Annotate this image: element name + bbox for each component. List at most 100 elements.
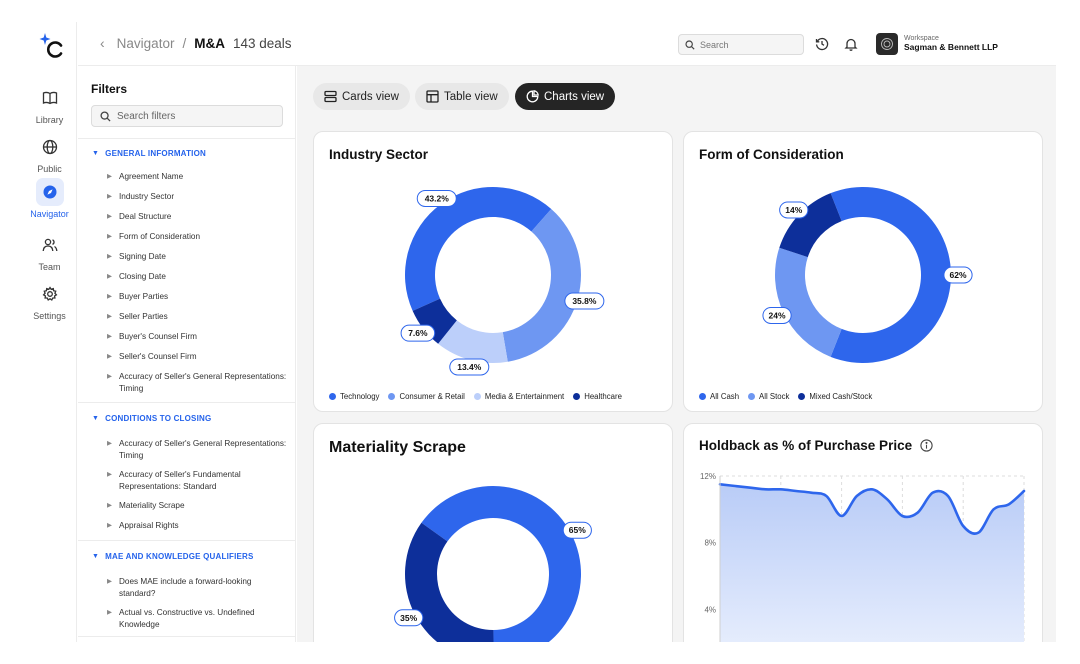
- legend-label: Technology: [340, 392, 380, 401]
- filter-item[interactable]: ▶ Signing Date: [107, 251, 287, 263]
- donut-slice[interactable]: [421, 486, 581, 642]
- filter-section-general: ▼ GENERAL INFORMATION ▶ Agreement Name ▶ I…: [78, 138, 295, 402]
- legend-label: Media & Entertainment: [484, 392, 565, 401]
- legend-label: All Cash: [710, 392, 740, 401]
- breadcrumb-parent-link[interactable]: Navigator: [116, 35, 175, 51]
- slice-data-label: 13.4%: [449, 358, 490, 376]
- rail-label: Team: [38, 262, 61, 272]
- svg-text:13.4%: 13.4%: [457, 362, 482, 372]
- legend-item[interactable]: Mixed Cash/Stock: [798, 392, 872, 401]
- app-window: Library Public Navigator Team Settings: [22, 22, 1056, 642]
- donut-slice[interactable]: [438, 320, 508, 363]
- rail-item-public[interactable]: Public: [22, 133, 77, 174]
- filter-item[interactable]: ▶ Materiality Scrape: [107, 500, 287, 512]
- donut-slice[interactable]: [830, 187, 951, 363]
- deal-count: 143 deals: [232, 35, 292, 51]
- rail-label: Library: [35, 115, 64, 125]
- filters-title: Filters: [91, 82, 128, 96]
- donut-slice[interactable]: [779, 193, 842, 258]
- materiality-scrape-card: Materiality Scrape 65% 35%: [313, 423, 673, 642]
- history-icon[interactable]: [814, 36, 830, 52]
- legend-item[interactable]: Healthcare: [573, 392, 622, 401]
- filter-item-label: Actual vs. Constructive vs. Undefined Kn…: [119, 608, 255, 629]
- holdback-card: Holdback as % of Purchase Price 12% 8% 4%: [683, 423, 1043, 642]
- filter-item-label: Buyer Parties: [119, 292, 169, 301]
- filter-section-mae: ▼ MAE AND KNOWLEDGE QUALIFIERS ▶ Does MAE…: [78, 540, 295, 640]
- rail-item-library[interactable]: Library: [22, 84, 77, 125]
- filter-search-input[interactable]: Search filters: [91, 105, 283, 127]
- filter-item[interactable]: ▶ Seller Parties: [107, 311, 287, 323]
- bell-icon[interactable]: [843, 36, 859, 52]
- slice-data-label: 14%: [779, 201, 809, 219]
- filter-item-label: Accuracy of Seller's General Representat…: [119, 372, 287, 393]
- donut-slice[interactable]: [405, 522, 494, 642]
- filter-item[interactable]: ▶ Agreement Name: [107, 171, 287, 183]
- globe-icon: [36, 133, 64, 161]
- filter-item[interactable]: ▶ Seller's Counsel Firm: [107, 351, 287, 363]
- filter-item-label: Seller Parties: [119, 312, 168, 321]
- charts-view-button[interactable]: Charts view: [515, 83, 616, 110]
- filter-item-label: Closing Date: [119, 272, 166, 281]
- filter-item[interactable]: ▶ Actual vs. Constructive vs. Undefined K…: [107, 607, 287, 631]
- svg-text:7.6%: 7.6%: [408, 328, 428, 338]
- view-label: Table view: [444, 90, 498, 103]
- caret-right-icon: ▶: [107, 353, 112, 360]
- filter-item[interactable]: ▶ Form of Consideration: [107, 231, 287, 243]
- rail-label: Public: [37, 164, 62, 174]
- caret-right-icon: ▶: [107, 273, 112, 280]
- cards-icon: [324, 90, 337, 103]
- svg-text:24%: 24%: [769, 310, 786, 320]
- chart-title: Form of Consideration: [699, 147, 844, 162]
- rail-item-navigator[interactable]: Navigator: [22, 178, 77, 219]
- search-icon: [685, 39, 695, 50]
- donut-slice[interactable]: [412, 298, 457, 344]
- filter-item-label: Seller's Counsel Firm: [119, 352, 197, 361]
- filter-item-label: Materiality Scrape: [119, 501, 185, 510]
- section-toggle[interactable]: ▼ CONDITIONS TO CLOSING: [92, 414, 211, 423]
- materiality-donut: 65% 35%: [394, 486, 592, 642]
- svg-text:35.8%: 35.8%: [572, 296, 597, 306]
- table-view-button[interactable]: Table view: [415, 83, 509, 110]
- info-icon[interactable]: [920, 439, 933, 452]
- section-toggle[interactable]: ▼ GENERAL INFORMATION: [92, 149, 206, 158]
- filter-item[interactable]: ▶ Accuracy of Seller's Fundamental Repres…: [107, 469, 287, 493]
- legend-swatch: [573, 393, 581, 400]
- filter-item[interactable]: ▶ Closing Date: [107, 271, 287, 283]
- caret-right-icon: ▶: [107, 502, 112, 509]
- series-line[interactable]: [718, 483, 1026, 535]
- legend-item[interactable]: All Cash: [699, 392, 739, 401]
- caret-right-icon: ▶: [107, 578, 112, 585]
- filter-item[interactable]: ▶ Deal Structure: [107, 211, 287, 223]
- filter-item[interactable]: ▶ Accuracy of Seller's General Representa…: [107, 371, 287, 395]
- cards-view-button[interactable]: Cards view: [313, 83, 410, 110]
- app-logo-icon[interactable]: [38, 32, 64, 58]
- legend-item[interactable]: All Stock: [748, 392, 789, 401]
- donut-slice[interactable]: [502, 209, 581, 362]
- area-fill: [720, 484, 1024, 642]
- rail-item-settings[interactable]: Settings: [22, 280, 77, 321]
- filter-item-label: Does MAE include a forward-looking stand…: [119, 577, 252, 598]
- y-tick-label: 8%: [704, 539, 716, 548]
- chart-title: Materiality Scrape: [329, 439, 466, 456]
- donut-slice[interactable]: [405, 186, 552, 311]
- filter-item[interactable]: ▶ Buyer's Counsel Firm: [107, 331, 287, 343]
- filter-item-label: Industry Sector: [119, 192, 175, 201]
- filter-item[interactable]: ▶ Buyer Parties: [107, 291, 287, 303]
- section-toggle[interactable]: ▼ MAE AND KNOWLEDGE QUALIFIERS: [92, 552, 254, 561]
- legend-item[interactable]: Consumer & Retail: [388, 392, 465, 401]
- filter-item[interactable]: ▶ Does MAE include a forward-looking stan…: [107, 576, 287, 600]
- filter-item[interactable]: ▶ Appraisal Rights: [107, 520, 287, 532]
- filter-item[interactable]: ▶ Accuracy of Seller's General Representa…: [107, 438, 287, 462]
- donut-slice[interactable]: [775, 247, 842, 357]
- chart-title-text: Holdback as % of Purchase Price: [699, 438, 913, 453]
- filter-item[interactable]: ▶ Industry Sector: [107, 191, 287, 203]
- workspace-switcher[interactable]: Workspace Sagman & Bennett LLP: [876, 33, 998, 55]
- industry-sector-card: Industry Sector 43.2% 35.8% 13.4% 7.6% Tech…: [313, 131, 673, 412]
- rail-item-team[interactable]: Team: [22, 231, 77, 272]
- slice-data-label: 62%: [943, 266, 973, 284]
- back-chevron-icon[interactable]: ‹: [100, 35, 105, 51]
- filter-item-label: Deal Structure: [119, 212, 172, 221]
- legend-item[interactable]: Media & Entertainment: [473, 392, 565, 401]
- global-search-input[interactable]: Search: [678, 34, 804, 55]
- legend-item[interactable]: Technology: [329, 392, 379, 401]
